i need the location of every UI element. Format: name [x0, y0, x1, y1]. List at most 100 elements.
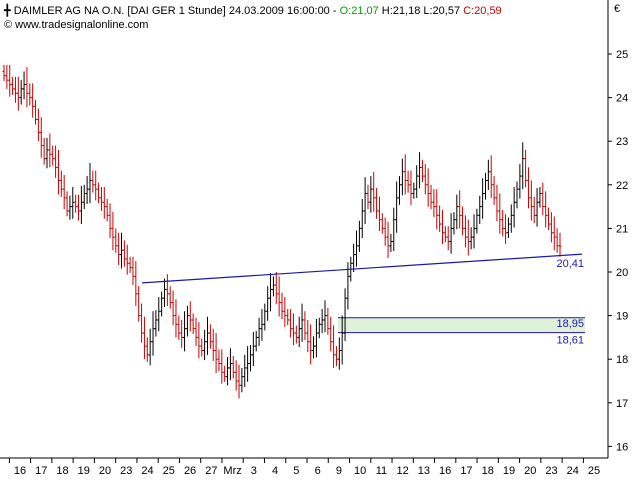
ohlc-bar — [386, 221, 390, 259]
ohlc-bar — [398, 176, 402, 205]
ohlc-bar — [312, 336, 316, 359]
trendline — [141, 253, 583, 284]
ohlc-bar — [11, 76, 15, 95]
ohlc-bar — [449, 213, 453, 254]
ohlc-bar — [346, 262, 350, 310]
ohlc-bar — [466, 219, 470, 256]
ohlc-bar — [28, 83, 32, 106]
ohlc-bar — [409, 170, 413, 205]
ohlc-bar — [423, 164, 427, 195]
ohlc-bar — [380, 213, 384, 234]
ohlc-bar — [486, 159, 490, 191]
ohlc-bar — [74, 194, 78, 213]
ohlc-bar — [489, 155, 493, 198]
ohlc-bar — [251, 331, 255, 367]
ohlc-bar — [223, 365, 227, 382]
ohlc-bar — [257, 317, 261, 347]
ohlc-bar — [13, 76, 17, 103]
ohlc-bar — [432, 189, 436, 218]
ohlc-bar — [145, 337, 149, 362]
ohlc-bar — [438, 205, 442, 232]
ohlc-bar — [234, 360, 238, 391]
ohlc-bar — [547, 207, 551, 231]
ohlc-bar — [243, 354, 247, 388]
trendline-label: 20,41 — [556, 258, 584, 270]
x-tick-label: 3 — [251, 465, 257, 477]
ohlc-bar — [501, 209, 505, 237]
ohlc-bar — [142, 316, 146, 360]
x-tick-label: 23 — [545, 465, 557, 477]
ohlc-bar — [504, 214, 508, 245]
x-tick-label: 13 — [418, 465, 430, 477]
ohlc-bar — [277, 276, 281, 317]
x-tick-label: 19 — [78, 465, 90, 477]
x-tick-label: 17 — [35, 465, 47, 477]
ohlc-bar — [266, 286, 270, 321]
ohlc-bar — [91, 170, 95, 193]
x-tick-label: 24 — [567, 465, 579, 477]
ohlc-bar — [185, 305, 189, 337]
ohlc-bar — [248, 345, 252, 372]
ohlc-bar — [558, 232, 562, 257]
header-cross-icon: ╋ — [3, 3, 14, 17]
ohlc-bar — [271, 276, 275, 297]
ohlc-bar — [395, 181, 399, 233]
ohlc-bar — [31, 83, 35, 118]
ohlc-bar — [289, 309, 293, 338]
ohlc-bar — [340, 315, 344, 365]
ohlc-bar — [217, 349, 221, 372]
ohlc-bar — [82, 184, 86, 210]
ohlc-bar — [541, 182, 545, 216]
x-tick-label: 25 — [163, 465, 175, 477]
ohlc-bar — [191, 313, 195, 334]
header-high: H:21,18 — [379, 5, 421, 17]
ohlc-bar — [25, 67, 29, 108]
ohlc-bar — [54, 145, 58, 178]
x-tick-label: 18 — [482, 465, 494, 477]
ohlc-bar — [535, 188, 539, 227]
ohlc-bar — [260, 309, 264, 341]
ohlc-bar — [429, 184, 433, 210]
x-tick-label: 18 — [56, 465, 68, 477]
y-tick-label: 17 — [616, 398, 628, 410]
ohlc-bar — [400, 158, 404, 196]
ohlc-bar — [269, 273, 273, 312]
ohlc-bar — [237, 364, 241, 399]
x-tick-label: 4 — [272, 465, 278, 477]
ohlc-bar — [85, 176, 89, 204]
ohlc-bar — [151, 311, 155, 356]
y-tick-label: 20 — [616, 267, 628, 279]
price-bars — [2, 64, 562, 399]
ohlc-bar — [415, 165, 419, 198]
ohlc-bar — [79, 185, 83, 225]
ohlc-bar — [363, 177, 367, 225]
ohlc-bar — [366, 184, 370, 210]
ohlc-bar — [208, 324, 212, 349]
ohlc-bar — [111, 212, 115, 251]
currency-label: € — [614, 3, 620, 15]
ohlc-bar — [65, 191, 69, 217]
ohlc-bar — [461, 206, 465, 236]
ohlc-bar — [334, 346, 338, 367]
ohlc-bar — [68, 195, 72, 220]
x-tick-label: 26 — [184, 465, 196, 477]
ohlc-bar — [538, 186, 542, 208]
ohlc-bar — [205, 316, 209, 355]
x-tick-label: 5 — [293, 465, 299, 477]
ohlc-bar — [36, 108, 40, 142]
ohlc-bar — [160, 291, 164, 317]
ohlc-bar — [326, 307, 330, 335]
ohlc-bar — [220, 349, 224, 384]
ohlc-bar — [389, 233, 393, 252]
ohlc-bar — [478, 195, 482, 225]
ohlc-bar — [343, 288, 347, 341]
ohlc-bar — [498, 193, 502, 234]
x-tick-label: 6 — [315, 465, 321, 477]
ohlc-bar — [42, 137, 46, 165]
trendline-group: 20,41 — [141, 253, 584, 284]
ohlc-bar — [228, 348, 232, 381]
ohlc-bar — [5, 64, 9, 89]
ohlc-bar — [2, 64, 6, 82]
ohlc-bar — [168, 286, 172, 309]
header-low: L:20,57 — [420, 5, 460, 17]
